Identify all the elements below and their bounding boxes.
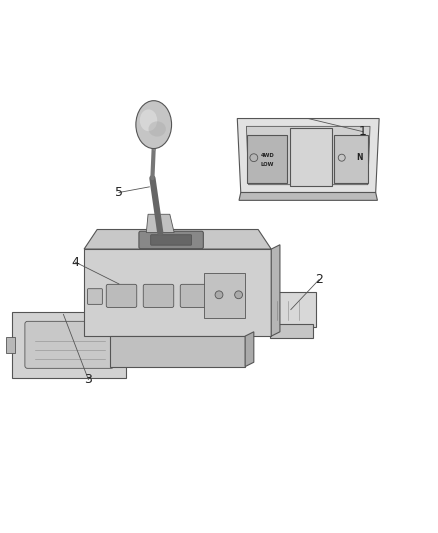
Ellipse shape [140, 109, 157, 131]
Text: LOW: LOW [261, 162, 274, 167]
Text: 2: 2 [315, 273, 323, 286]
Text: 3: 3 [85, 373, 92, 386]
Polygon shape [146, 214, 174, 232]
FancyBboxPatch shape [290, 128, 332, 185]
FancyBboxPatch shape [12, 312, 126, 378]
FancyBboxPatch shape [6, 336, 15, 353]
Text: 4WD: 4WD [261, 152, 274, 158]
FancyBboxPatch shape [139, 231, 203, 249]
Polygon shape [84, 249, 271, 336]
Ellipse shape [136, 101, 172, 149]
Text: 5: 5 [115, 186, 123, 199]
FancyBboxPatch shape [151, 235, 191, 245]
Polygon shape [237, 118, 379, 192]
Text: 1: 1 [359, 125, 367, 138]
Polygon shape [239, 192, 378, 200]
Circle shape [215, 291, 223, 298]
FancyBboxPatch shape [25, 321, 114, 368]
FancyBboxPatch shape [106, 284, 137, 308]
Polygon shape [110, 336, 245, 367]
FancyBboxPatch shape [123, 336, 131, 353]
FancyBboxPatch shape [88, 289, 102, 304]
Text: N: N [356, 153, 362, 162]
Circle shape [235, 291, 243, 298]
FancyBboxPatch shape [267, 292, 317, 327]
FancyBboxPatch shape [180, 284, 211, 308]
Polygon shape [271, 245, 280, 336]
FancyBboxPatch shape [143, 284, 174, 308]
Polygon shape [247, 126, 370, 184]
FancyBboxPatch shape [204, 273, 245, 318]
FancyBboxPatch shape [270, 325, 314, 338]
Text: 4: 4 [71, 256, 79, 269]
FancyBboxPatch shape [334, 135, 368, 183]
Polygon shape [84, 230, 271, 249]
FancyBboxPatch shape [247, 135, 287, 183]
Ellipse shape [148, 122, 166, 136]
Polygon shape [245, 332, 254, 367]
